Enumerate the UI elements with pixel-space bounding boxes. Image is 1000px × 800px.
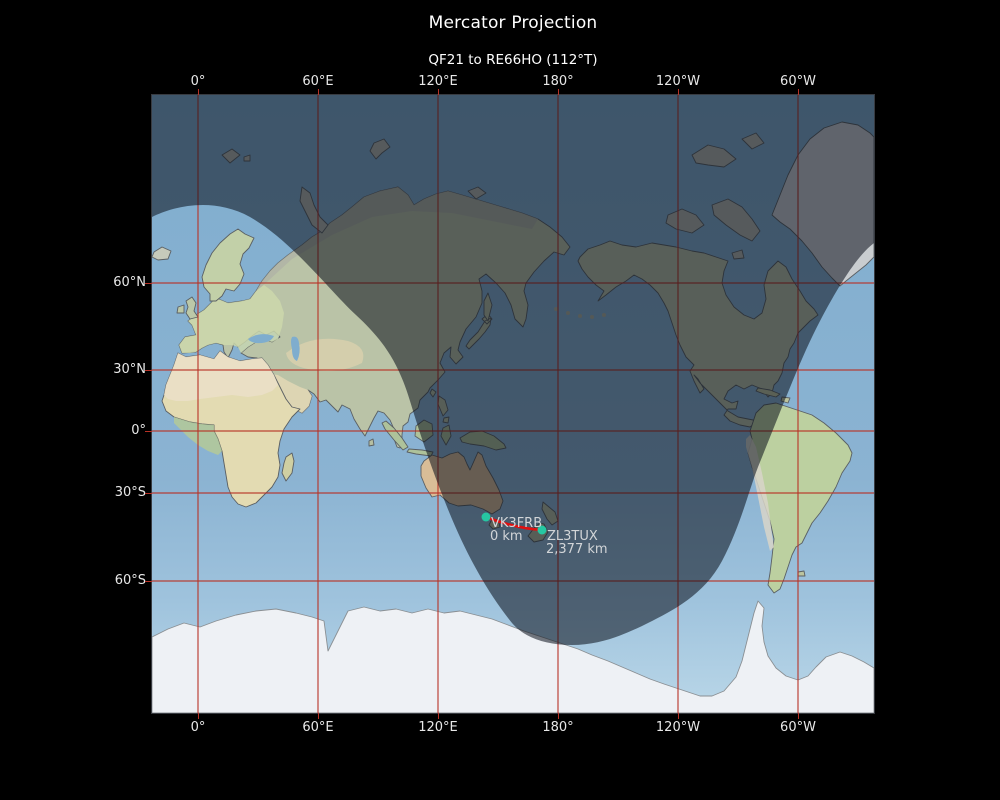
landmass-arabia	[271, 374, 312, 413]
y-tick-mark	[145, 580, 152, 582]
x-tick-mark	[197, 89, 199, 95]
x-tick-label: 60°E	[302, 720, 334, 735]
night-overlay	[152, 95, 874, 645]
figure-title: Mercator Projection	[428, 13, 598, 33]
caspian-sea	[291, 336, 300, 361]
landmass-central-asia	[286, 338, 364, 371]
landmass-iceland	[152, 246, 172, 261]
x-tick-label: 60°W	[780, 720, 816, 735]
x-tick-label: 120°W	[655, 720, 701, 735]
x-tick-mark	[557, 89, 559, 95]
x-tick-mark	[677, 713, 679, 719]
x-tick-mark	[317, 89, 319, 95]
x-tick-mark	[677, 89, 679, 95]
origin-callsign-label: VK3FRB	[491, 516, 543, 531]
landmass-sahara	[164, 351, 278, 401]
great-circle-path	[484, 515, 544, 532]
y-tick-label: 60°N	[113, 275, 146, 290]
black-sea	[248, 334, 274, 344]
y-tick-label: 60°S	[114, 573, 146, 588]
y-tick-label: 30°N	[113, 362, 146, 377]
landmass-sri-lanka	[368, 438, 375, 447]
x-tick-mark	[557, 713, 559, 719]
landmass-falklands	[797, 570, 806, 577]
y-tick-label: 0°	[131, 423, 146, 438]
figure-subtitle: QF21 to RE66HO (112°T)	[428, 52, 598, 68]
origin-distance-label: 0 km	[490, 529, 523, 544]
landmass-antarctica	[152, 600, 874, 713]
x-tick-mark	[317, 713, 319, 719]
x-tick-label: 180°	[542, 720, 574, 735]
y-tick-mark	[145, 369, 152, 371]
x-tick-mark	[197, 713, 199, 719]
x-tick-label: 180°	[542, 74, 574, 89]
station-marker-destination	[537, 525, 547, 535]
x-tick-mark	[797, 89, 799, 95]
y-tick-mark	[145, 282, 152, 284]
x-tick-label: 60°W	[780, 74, 816, 89]
landmass-madagascar	[281, 452, 295, 482]
x-tick-label: 60°E	[302, 74, 334, 89]
destination-distance-label: 2,377 km	[546, 542, 608, 557]
world-map	[152, 95, 874, 713]
map-plot: VK3FRB 0 km ZL3TUX 2,377 km	[151, 94, 875, 714]
x-tick-label: 120°W	[655, 74, 701, 89]
y-tick-label: 30°S	[114, 485, 146, 500]
route-layer	[481, 512, 547, 535]
y-tick-mark	[145, 430, 152, 432]
station-marker-origin	[481, 512, 491, 522]
landmass-ireland	[176, 304, 185, 314]
x-tick-label: 0°	[190, 720, 206, 735]
x-tick-mark	[437, 89, 439, 95]
y-tick-mark	[145, 492, 152, 494]
x-tick-mark	[437, 713, 439, 719]
x-tick-mark	[797, 713, 799, 719]
x-tick-label: 120°E	[418, 720, 458, 735]
destination-callsign-label: ZL3TUX	[547, 529, 598, 544]
x-tick-label: 0°	[190, 74, 206, 89]
x-tick-label: 120°E	[418, 74, 458, 89]
